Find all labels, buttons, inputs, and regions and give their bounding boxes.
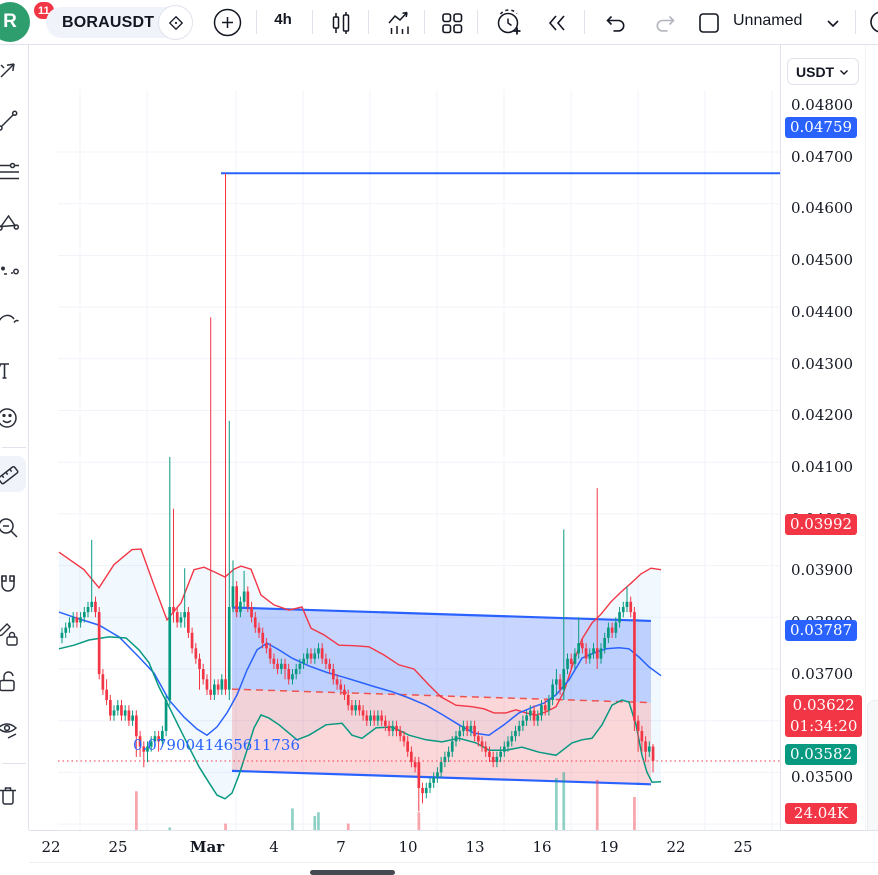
price-axis-label: 0.03900	[791, 561, 854, 580]
chart-style-button[interactable]	[324, 6, 357, 39]
price-axis-label: 0.04700	[791, 147, 854, 166]
time-axis-label: 22	[41, 838, 61, 856]
alert-button[interactable]	[492, 6, 525, 39]
compare-diamond-icon[interactable]	[158, 5, 193, 40]
time-axis-label: 7	[336, 838, 346, 856]
forecast-icon[interactable]	[0, 259, 21, 285]
time-axis[interactable]: 22 25 Mar 4 7 10 13 16 19 22 25	[29, 830, 878, 875]
redo-button[interactable]	[649, 6, 682, 39]
axis-inner-line	[865, 45, 866, 875]
price-axis-label: 0.03700	[791, 664, 854, 683]
price-axis-label: 0.04100	[791, 457, 854, 476]
currency-toggle[interactable]: USDT	[787, 58, 859, 85]
time-axis-label: 25	[108, 838, 128, 856]
undo-button[interactable]	[599, 6, 632, 39]
bb-lower-badge: 0.03582	[785, 743, 858, 765]
cursor-icon[interactable]	[0, 57, 21, 83]
toolbar-separator	[312, 10, 313, 34]
toolbar-separator	[424, 10, 425, 34]
time-axis-label: Mar	[189, 838, 225, 856]
volume-badge: 24.04K	[785, 803, 857, 824]
time-axis-line	[29, 862, 878, 863]
time-axis-label: 25	[733, 838, 753, 856]
remove-trash-icon[interactable]	[0, 783, 21, 809]
ruler-icon[interactable]	[0, 462, 21, 488]
layout-grid-button[interactable]	[435, 6, 468, 39]
drawing-toolbar	[0, 45, 29, 830]
toolbar-separator	[855, 10, 856, 34]
price-axis-label: 0.04500	[791, 251, 854, 270]
price-axis-label: 0.04300	[791, 354, 854, 373]
drawing-lock-icon[interactable]	[0, 622, 21, 648]
brush-icon[interactable]	[0, 309, 21, 335]
magnet-icon[interactable]	[0, 572, 21, 598]
last-price-countdown-badge: 0.03622 01:34:20	[785, 695, 863, 738]
pattern-triangle-icon[interactable]	[0, 209, 21, 235]
emoji-icon[interactable]	[0, 405, 21, 431]
channel-drawing-label[interactable]: 0.0790041465611736	[133, 736, 301, 754]
symbol-label: BORAUSDT	[62, 13, 155, 31]
hline-price-badge: 0.04759	[785, 117, 858, 139]
time-axis-label: 19	[599, 838, 619, 856]
time-axis-label: 10	[398, 838, 418, 856]
price-axis-label: 0.04400	[791, 302, 854, 321]
currency-label: USDT	[796, 63, 835, 80]
interval-button[interactable]: 4h	[274, 11, 292, 28]
time-axis-label: 16	[532, 838, 552, 856]
taskbar-hint	[310, 870, 395, 875]
bb-basis-badge: 0.03787	[785, 619, 858, 641]
sidebar-divider	[2, 447, 26, 448]
chevron-down-icon	[840, 69, 848, 75]
bb-upper-badge: 0.03992	[785, 513, 858, 535]
toolbar-separator	[368, 10, 369, 34]
trend-line-icon[interactable]	[0, 107, 21, 133]
zoom-out-icon[interactable]	[0, 515, 21, 541]
fib-lines-icon[interactable]	[0, 159, 21, 185]
user-avatar[interactable]: R	[0, 2, 30, 42]
layout-name-button[interactable]: Unnamed	[733, 12, 803, 29]
layout-square-icon[interactable]	[692, 6, 725, 39]
time-axis-label: 22	[666, 838, 686, 856]
top-toolbar: R 11 BORAUSDT 4h	[0, 0, 878, 45]
sidebar-divider	[2, 763, 26, 764]
price-axis-label: 0.04800	[791, 96, 854, 114]
time-axis-label: 4	[269, 838, 279, 856]
hide-drawings-icon[interactable]	[0, 717, 21, 743]
price-axis-label: 0.04600	[791, 199, 854, 218]
add-symbol-button[interactable]	[211, 6, 244, 39]
search-icon[interactable]	[864, 6, 878, 39]
toolbar-separator	[584, 10, 585, 34]
price-axis[interactable]: USDT 0.04800 0.04700 0.04600 0.04500 0.04400…	[780, 45, 878, 875]
indicators-button[interactable]	[383, 6, 416, 39]
unlock-icon[interactable]	[0, 669, 21, 695]
toolbar-separator	[477, 10, 478, 34]
toolbar-separator	[256, 10, 257, 34]
time-axis-label: 13	[465, 838, 485, 856]
text-tool-icon[interactable]	[0, 358, 21, 384]
price-axis-label: 0.03500	[791, 768, 854, 787]
chevron-down-icon[interactable]	[820, 6, 846, 39]
panel-corner	[867, 700, 878, 875]
price-axis-label: 0.04200	[791, 406, 854, 425]
bar-replay-button[interactable]	[540, 6, 573, 39]
